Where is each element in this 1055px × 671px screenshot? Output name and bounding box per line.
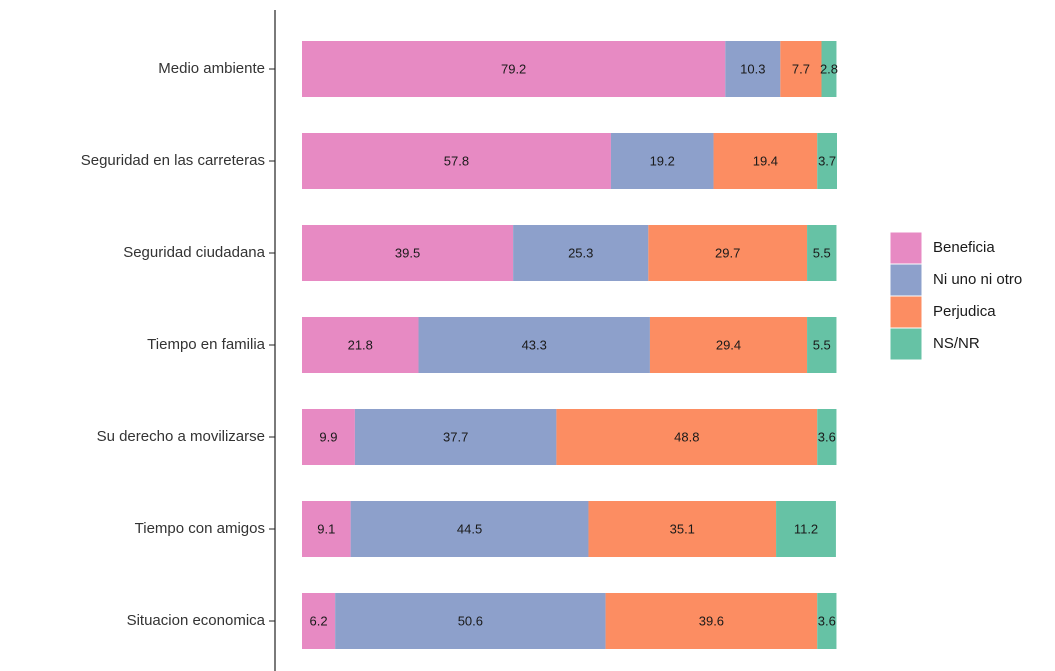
bar-segment (817, 409, 837, 465)
bar-segment (354, 409, 557, 465)
y-tick-label: Tiempo con amigos (135, 520, 265, 537)
data-label: 57.8 (444, 153, 469, 168)
bar-segment (302, 501, 351, 557)
legend-label: Perjudica (933, 303, 996, 320)
data-label: 44.5 (457, 521, 482, 536)
data-label: 9.9 (319, 429, 337, 444)
y-tick-label: Su derecho a movilizarse (97, 428, 265, 445)
legend-label: Beneficia (933, 239, 995, 256)
bar-segment (648, 225, 808, 281)
bar-segment (713, 133, 818, 189)
legend-label: Ni uno ni otro (933, 271, 1022, 288)
bar-segment (302, 317, 419, 373)
y-tick-label: Seguridad en las carreteras (81, 152, 265, 169)
legend-swatch (889, 295, 923, 329)
bar-segment (588, 501, 777, 557)
data-label: 19.4 (753, 153, 778, 168)
data-label: 3.6 (818, 613, 836, 628)
data-label: 5.5 (813, 337, 831, 352)
data-label: 48.8 (674, 429, 699, 444)
y-tick-label: Tiempo en familia (147, 336, 265, 353)
data-label: 37.7 (443, 429, 468, 444)
data-label: 29.4 (716, 337, 741, 352)
data-label: 25.3 (568, 245, 593, 260)
data-label: 7.7 (792, 61, 810, 76)
bar-segment (725, 41, 781, 97)
legend-swatch (889, 263, 923, 297)
data-label: 6.2 (310, 613, 328, 628)
bar-segment (335, 593, 606, 649)
bar-segment (302, 133, 611, 189)
data-label: 43.3 (522, 337, 547, 352)
bar-segment (302, 593, 336, 649)
data-label: 11.2 (794, 521, 818, 536)
legend-swatch (889, 231, 923, 265)
data-label: 21.8 (348, 337, 373, 352)
bar-segment (513, 225, 649, 281)
bar-segment (610, 133, 714, 189)
y-tick-label: Situacion economica (127, 612, 266, 629)
bar-segment (350, 501, 589, 557)
data-label: 2.8 (820, 61, 838, 76)
data-label: 19.2 (650, 153, 675, 168)
bar-segment (605, 593, 818, 649)
data-label: 39.6 (699, 613, 724, 628)
y-tick-label: Medio ambiente (158, 60, 265, 77)
data-label: 5.5 (813, 245, 831, 260)
bar-segment (817, 133, 837, 189)
legend-swatch (889, 327, 923, 361)
bar-segment (556, 409, 818, 465)
bar-segment (418, 317, 650, 373)
bar-segment (302, 41, 726, 97)
bar-segment (817, 593, 837, 649)
y-tick-label: Seguridad ciudadana (123, 244, 265, 261)
data-label: 3.6 (818, 429, 836, 444)
data-label: 9.1 (317, 521, 335, 536)
data-label: 39.5 (395, 245, 420, 260)
bar-segment (302, 225, 514, 281)
bar-segment (776, 501, 836, 557)
data-label: 79.2 (501, 61, 526, 76)
data-label: 29.7 (715, 245, 740, 260)
data-label: 50.6 (458, 613, 483, 628)
bar-segment (302, 409, 355, 465)
data-label: 35.1 (670, 521, 695, 536)
data-label: 3.7 (818, 153, 836, 168)
bar-segment (821, 41, 837, 97)
bar-segment (649, 317, 808, 373)
data-label: 10.3 (740, 61, 765, 76)
bar-segment (780, 41, 822, 97)
legend-label: NS/NR (933, 335, 980, 352)
bar-segment (807, 317, 837, 373)
bar-segment (807, 225, 837, 281)
